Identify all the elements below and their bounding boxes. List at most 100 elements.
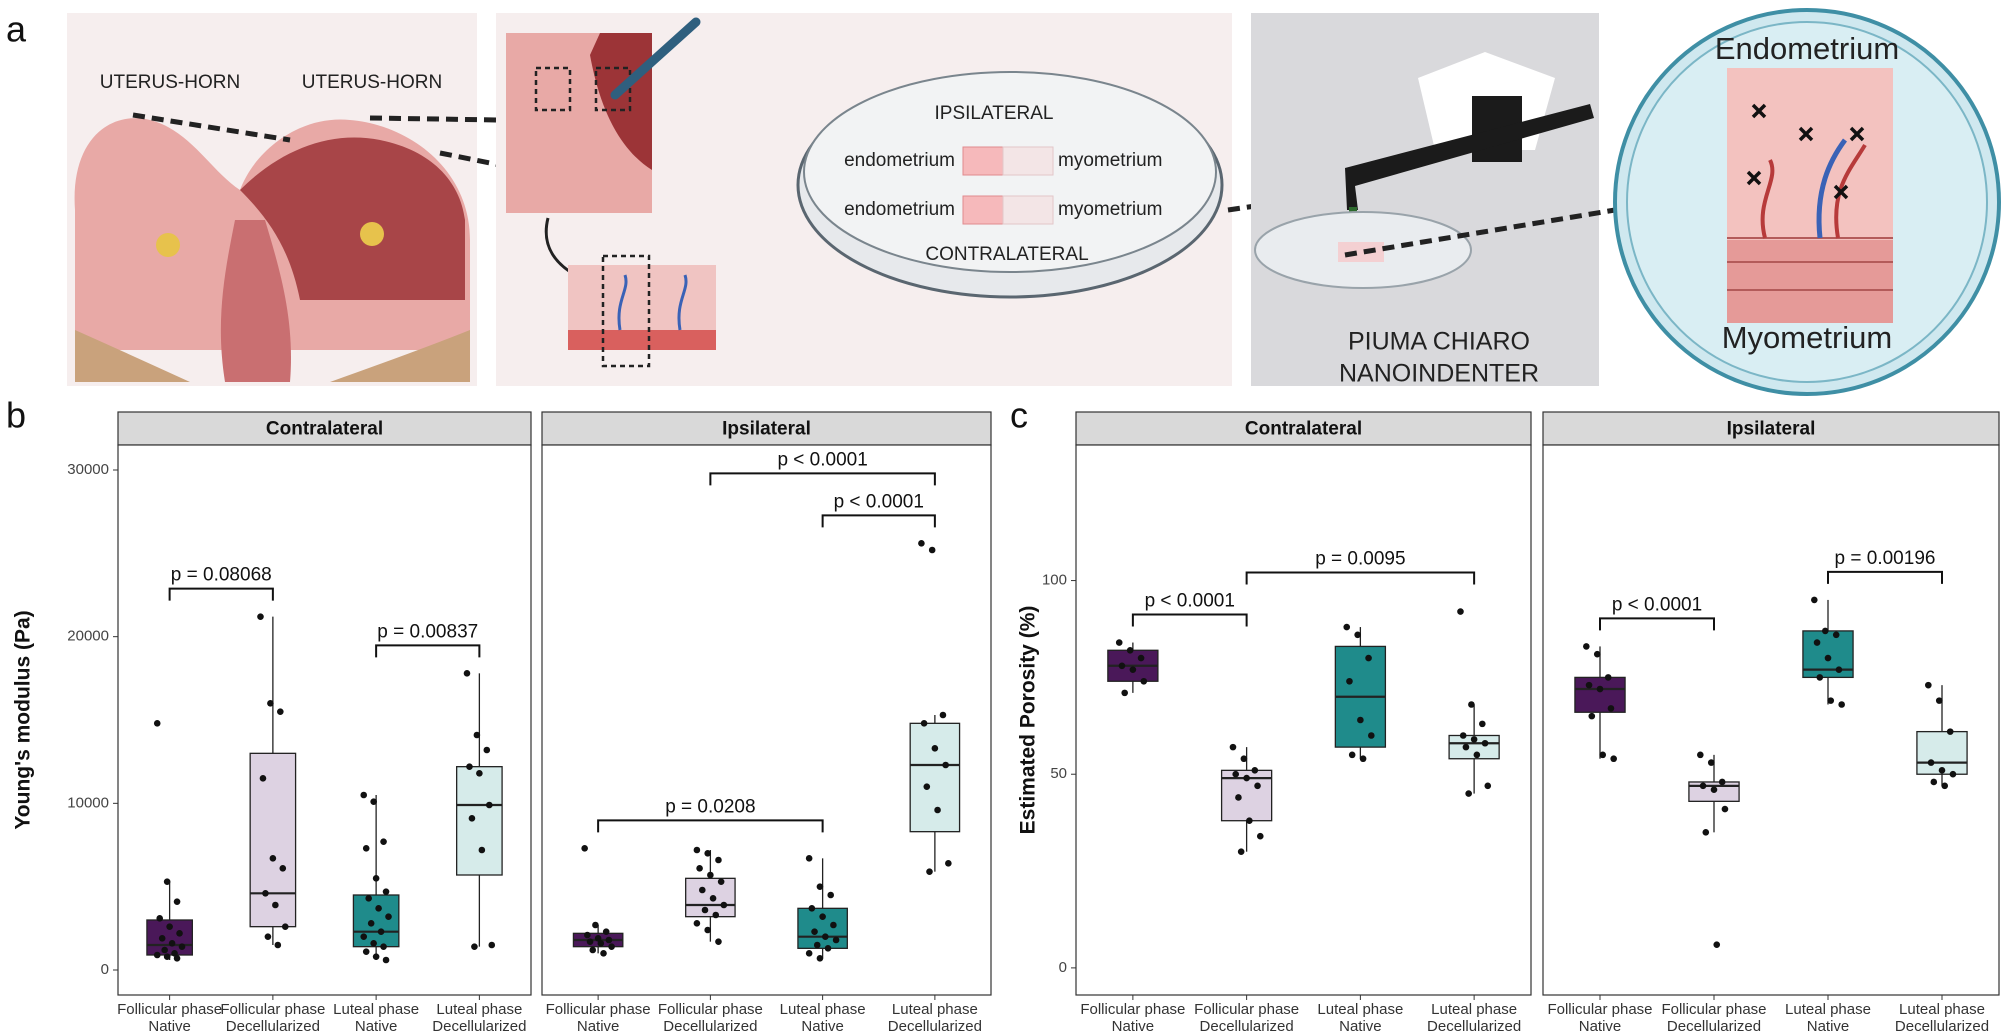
data-point <box>1949 770 1957 778</box>
p-value: p = 0.0095 <box>1315 549 1405 570</box>
x-tick-label: Luteal phase <box>333 1001 419 1018</box>
data-point <box>385 913 392 920</box>
panel-label: c <box>1010 395 1028 436</box>
data-point <box>1243 774 1250 782</box>
data-point <box>277 708 284 715</box>
data-point <box>269 855 277 862</box>
data-point <box>1930 778 1938 786</box>
x-tick-label: Native <box>355 1018 398 1035</box>
zoom-myometrium <box>1727 240 1893 323</box>
x-tick-label: Decellularized <box>226 1018 320 1035</box>
data-point <box>463 670 471 677</box>
dish-label: myometrium <box>1058 199 1163 220</box>
data-point <box>1821 627 1829 635</box>
ovary <box>156 233 180 257</box>
data-point <box>1604 674 1612 681</box>
data-point <box>178 943 186 950</box>
x-tick-label: Native <box>1112 1018 1155 1035</box>
data-point <box>1824 654 1832 662</box>
data-point <box>163 878 171 885</box>
x-tick-label: Native <box>577 1018 620 1035</box>
uterus-label: UTERUS-HORN <box>302 72 442 93</box>
data-point <box>1468 701 1475 708</box>
data-point <box>586 938 594 945</box>
data-point <box>267 700 274 707</box>
data-point <box>168 940 176 947</box>
significance-bracket <box>1599 617 1715 631</box>
data-point <box>1457 608 1464 615</box>
data-point <box>717 878 725 885</box>
uterus-label: UTERUS-HORN <box>100 72 240 93</box>
data-point <box>1702 829 1710 836</box>
dish-label: myometrium <box>1058 150 1163 171</box>
p-value: p = 0.00837 <box>377 621 478 642</box>
box <box>249 752 297 928</box>
data-point <box>466 763 473 770</box>
box <box>352 894 400 948</box>
strip <box>541 411 992 446</box>
x-tick-label: Decellularized <box>1667 1018 1761 1035</box>
x-tick-label: Native <box>801 1018 844 1035</box>
myometrium-block <box>1002 146 1054 176</box>
data-point <box>478 846 486 854</box>
data-point <box>811 928 818 935</box>
data-point <box>709 895 717 902</box>
data-point <box>602 928 610 935</box>
x-tick-label: Luteal phase <box>436 1001 522 1018</box>
data-point <box>1473 751 1481 759</box>
data-point <box>370 940 377 947</box>
data-point <box>597 940 605 947</box>
x-tick-label: Follicular phase <box>1547 1001 1652 1018</box>
data-point <box>483 746 491 754</box>
data-point <box>923 783 931 790</box>
x-tick-label: Native <box>148 1018 191 1035</box>
significance-bracket <box>168 587 274 601</box>
panel-label: b <box>6 395 26 436</box>
cervix <box>220 220 291 382</box>
data-point <box>1596 685 1604 693</box>
data-point <box>720 901 728 909</box>
p-value: p < 0.0001 <box>1145 591 1235 612</box>
data-point <box>1838 701 1845 708</box>
data-point <box>471 943 478 950</box>
data-point <box>584 931 591 939</box>
data-point <box>945 860 952 867</box>
x-tick-label: Follicular phase <box>117 1001 222 1018</box>
data-point <box>701 906 709 914</box>
data-point <box>259 775 267 782</box>
data-point <box>1925 681 1932 689</box>
data-point <box>1348 751 1356 759</box>
data-point <box>594 935 602 942</box>
data-point <box>1481 739 1489 747</box>
y-tick-label: 0 <box>1059 959 1067 976</box>
significance-bracket <box>709 472 936 486</box>
data-point <box>1121 689 1128 697</box>
data-point <box>372 875 380 882</box>
x-tick-label: Decellularized <box>432 1018 526 1035</box>
data-point <box>468 815 476 822</box>
x-tick-label: Luteal phase <box>780 1001 866 1018</box>
dashed-connector <box>439 150 501 168</box>
data-point <box>600 950 607 957</box>
y-axis-label: Young's modulus (Pa) <box>12 610 35 829</box>
ligament <box>75 330 470 382</box>
data-point <box>163 953 171 960</box>
data-point <box>918 540 925 547</box>
data-point <box>1126 646 1134 654</box>
data-point <box>375 905 382 912</box>
crop-box <box>534 66 572 112</box>
plot-frame <box>1542 444 2000 996</box>
strip <box>1542 411 2000 446</box>
data-point <box>161 946 168 954</box>
myometrium-block <box>1002 195 1054 225</box>
x-tick-label: Decellularized <box>1427 1018 1521 1035</box>
illustration: UTERUS-HORN UTERUS-HORN IPSILATERAL endo… <box>67 8 2001 396</box>
data-point <box>1813 639 1821 646</box>
ovary <box>360 222 384 246</box>
data-point <box>693 846 701 854</box>
data-point <box>1484 782 1492 790</box>
x-tick-label: Follicular phase <box>546 1001 651 1018</box>
data-point <box>931 745 939 752</box>
data-point <box>1357 716 1364 724</box>
